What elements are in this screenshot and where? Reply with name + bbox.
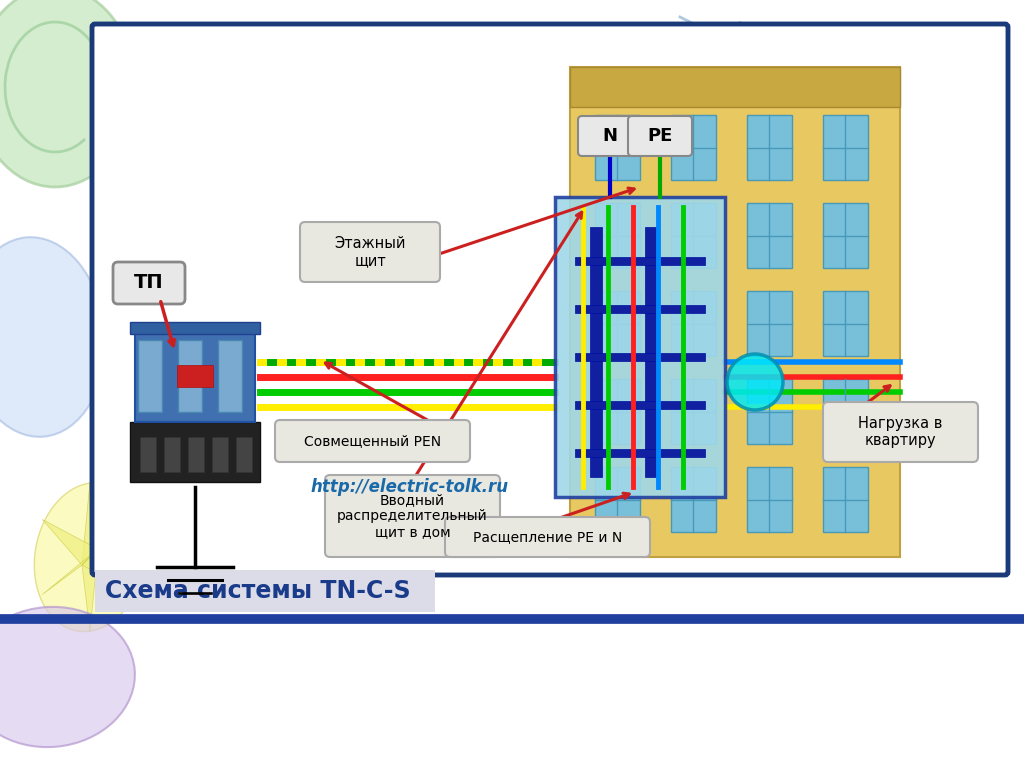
FancyBboxPatch shape bbox=[595, 379, 640, 444]
Text: Вводный
распределительный
щит в дом: Вводный распределительный щит в дом bbox=[337, 493, 487, 539]
FancyBboxPatch shape bbox=[138, 340, 162, 412]
FancyBboxPatch shape bbox=[575, 257, 705, 265]
FancyBboxPatch shape bbox=[746, 203, 792, 268]
FancyBboxPatch shape bbox=[218, 340, 242, 412]
Text: Нагрузка в
квартиру: Нагрузка в квартиру bbox=[858, 416, 943, 448]
FancyBboxPatch shape bbox=[130, 422, 260, 482]
FancyBboxPatch shape bbox=[188, 437, 204, 472]
FancyBboxPatch shape bbox=[178, 340, 202, 412]
FancyBboxPatch shape bbox=[575, 305, 705, 313]
Ellipse shape bbox=[0, 237, 105, 436]
Polygon shape bbox=[42, 519, 98, 565]
Polygon shape bbox=[42, 549, 98, 594]
FancyBboxPatch shape bbox=[671, 467, 716, 532]
FancyBboxPatch shape bbox=[595, 115, 640, 180]
FancyBboxPatch shape bbox=[570, 67, 900, 107]
FancyBboxPatch shape bbox=[135, 332, 255, 422]
FancyBboxPatch shape bbox=[823, 115, 868, 180]
FancyBboxPatch shape bbox=[445, 517, 650, 557]
FancyBboxPatch shape bbox=[113, 262, 185, 304]
FancyBboxPatch shape bbox=[628, 116, 692, 156]
Text: ТП: ТП bbox=[134, 274, 164, 292]
FancyBboxPatch shape bbox=[823, 203, 868, 268]
FancyBboxPatch shape bbox=[325, 475, 500, 557]
Text: http://electric-tolk.ru: http://electric-tolk.ru bbox=[311, 478, 509, 496]
FancyBboxPatch shape bbox=[746, 467, 792, 532]
FancyBboxPatch shape bbox=[671, 115, 716, 180]
FancyBboxPatch shape bbox=[595, 203, 640, 268]
FancyBboxPatch shape bbox=[595, 291, 640, 356]
Polygon shape bbox=[82, 519, 137, 565]
FancyBboxPatch shape bbox=[671, 291, 716, 356]
Polygon shape bbox=[82, 549, 137, 594]
FancyBboxPatch shape bbox=[95, 570, 435, 612]
Text: Совмещенный PEN: Совмещенный PEN bbox=[304, 434, 441, 448]
FancyBboxPatch shape bbox=[275, 420, 470, 462]
FancyBboxPatch shape bbox=[671, 203, 716, 268]
FancyBboxPatch shape bbox=[823, 402, 978, 462]
FancyBboxPatch shape bbox=[236, 437, 252, 472]
Polygon shape bbox=[82, 549, 98, 632]
FancyBboxPatch shape bbox=[575, 353, 705, 361]
FancyBboxPatch shape bbox=[671, 379, 716, 444]
FancyBboxPatch shape bbox=[140, 437, 156, 472]
Text: Расщепление PE и N: Расщепление PE и N bbox=[473, 530, 623, 544]
Text: PE: PE bbox=[647, 127, 673, 145]
FancyBboxPatch shape bbox=[590, 227, 602, 477]
FancyBboxPatch shape bbox=[746, 291, 792, 356]
FancyBboxPatch shape bbox=[823, 467, 868, 532]
FancyBboxPatch shape bbox=[575, 401, 705, 409]
FancyBboxPatch shape bbox=[177, 365, 213, 387]
FancyBboxPatch shape bbox=[92, 24, 1008, 575]
Text: Схема системы TN-C-S: Схема системы TN-C-S bbox=[105, 579, 411, 603]
FancyBboxPatch shape bbox=[130, 322, 260, 334]
Ellipse shape bbox=[0, 607, 135, 747]
Polygon shape bbox=[82, 482, 98, 565]
FancyBboxPatch shape bbox=[595, 467, 640, 532]
Ellipse shape bbox=[0, 0, 135, 187]
FancyBboxPatch shape bbox=[212, 437, 228, 472]
FancyBboxPatch shape bbox=[645, 227, 657, 477]
Circle shape bbox=[727, 354, 783, 410]
Ellipse shape bbox=[34, 482, 145, 631]
FancyBboxPatch shape bbox=[746, 115, 792, 180]
FancyBboxPatch shape bbox=[570, 67, 900, 557]
FancyBboxPatch shape bbox=[555, 197, 725, 497]
Text: Этажный
щит: Этажный щит bbox=[334, 235, 406, 268]
FancyBboxPatch shape bbox=[746, 379, 792, 444]
FancyBboxPatch shape bbox=[164, 437, 180, 472]
FancyBboxPatch shape bbox=[300, 222, 440, 282]
Text: N: N bbox=[602, 127, 617, 145]
FancyBboxPatch shape bbox=[823, 379, 868, 444]
FancyBboxPatch shape bbox=[823, 291, 868, 356]
FancyBboxPatch shape bbox=[578, 116, 642, 156]
FancyBboxPatch shape bbox=[575, 449, 705, 457]
